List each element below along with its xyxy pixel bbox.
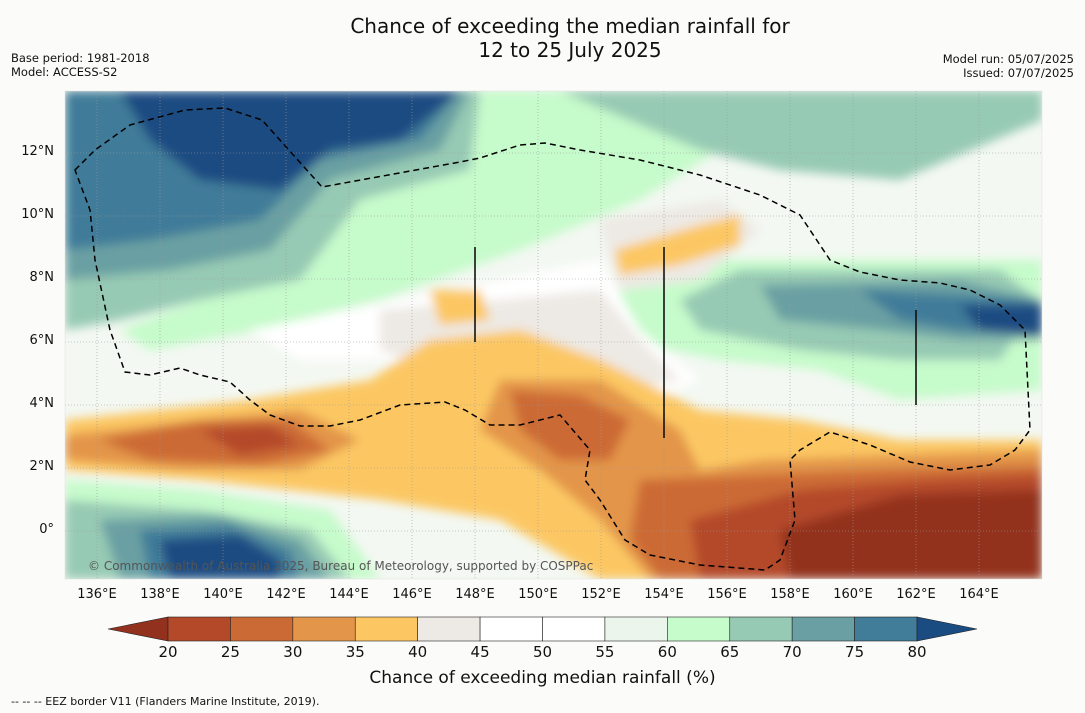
colorbar-cell bbox=[854, 616, 918, 642]
colorbar-tick: 30 bbox=[283, 643, 303, 661]
colorbar-cell bbox=[167, 616, 231, 642]
lat-label: 8°N bbox=[29, 270, 55, 285]
colorbar-extend-high bbox=[916, 616, 978, 642]
lat-label: 2°N bbox=[29, 459, 55, 474]
lon-label: 160°E bbox=[833, 587, 873, 602]
colorbar-cell bbox=[230, 616, 294, 642]
colorbar-tick: 70 bbox=[782, 643, 802, 661]
lon-label: 148°E bbox=[455, 587, 495, 602]
title-line-2: 12 to 25 July 2025 bbox=[478, 38, 662, 62]
lon-label: 140°E bbox=[203, 587, 243, 602]
colorbar-cell bbox=[354, 616, 418, 642]
map-frame bbox=[64, 90, 1043, 580]
colorbar-tick: 50 bbox=[532, 643, 553, 661]
lat-label: 6°N bbox=[29, 333, 55, 348]
lon-label: 136°E bbox=[77, 587, 117, 602]
lat-label: 4°N bbox=[29, 396, 55, 411]
run-info: Model run: 05/07/2025 Issued: 07/07/2025 bbox=[943, 52, 1074, 80]
model-name: Model: ACCESS-S2 bbox=[11, 65, 118, 79]
lat-label: 12°N bbox=[21, 144, 54, 159]
model-run: Model run: 05/07/2025 bbox=[942, 52, 1074, 66]
colorbar-tick: 45 bbox=[470, 643, 490, 661]
eez-border bbox=[74, 107, 1031, 571]
colorbar-tick: 55 bbox=[595, 643, 615, 661]
colorbar-cell bbox=[791, 616, 855, 642]
colorbar-tick: 40 bbox=[408, 643, 428, 661]
colorbar-tick: 25 bbox=[220, 643, 240, 661]
graticule bbox=[65, 91, 1042, 579]
lon-label: 150°E bbox=[518, 587, 558, 602]
lon-label: 152°E bbox=[581, 587, 621, 602]
lon-label: 154°E bbox=[644, 587, 684, 602]
colorbar-tick: 65 bbox=[720, 643, 740, 661]
lon-label: 146°E bbox=[392, 587, 432, 602]
lon-label: 156°E bbox=[707, 587, 747, 602]
colorbar-cell bbox=[604, 616, 668, 642]
lat-label: 0° bbox=[39, 522, 54, 537]
base-period: Base period: 1981-2018 bbox=[11, 51, 150, 65]
map-field: © Commonwealth of Australia 2025, Bureau… bbox=[65, 91, 1042, 579]
colorbar-cell bbox=[292, 616, 356, 642]
colorbar-extend-low bbox=[107, 616, 169, 642]
lon-label: 164°E bbox=[959, 587, 999, 602]
colorbar-cell bbox=[479, 616, 543, 642]
chart-title: Chance of exceeding the median rainfall … bbox=[0, 14, 1085, 62]
colorbar-cells bbox=[107, 616, 978, 642]
colorbar-tick: 80 bbox=[907, 643, 927, 661]
lon-label: 144°E bbox=[329, 587, 369, 602]
lon-label: 142°E bbox=[266, 587, 306, 602]
copyright-text: © Commonwealth of Australia 2025, Bureau… bbox=[88, 559, 593, 573]
colorbar-cell bbox=[542, 616, 606, 642]
eez-segments bbox=[474, 247, 917, 438]
colorbar-tick: 75 bbox=[845, 643, 865, 661]
lat-label: 10°N bbox=[21, 207, 54, 222]
colorbar-label: Chance of exceeding median rainfall (%) bbox=[369, 668, 716, 688]
lon-label: 162°E bbox=[896, 587, 936, 602]
colorbar-cell bbox=[729, 616, 793, 642]
issued-date: Issued: 07/07/2025 bbox=[963, 66, 1074, 80]
lon-label: 138°E bbox=[140, 587, 180, 602]
colorbar-tick: 60 bbox=[657, 643, 677, 661]
eez-footnote: -- -- -- EEZ border V11 (Flanders Marine… bbox=[11, 695, 320, 708]
probability-field bbox=[65, 91, 1042, 579]
model-info: Base period: 1981-2018 Model: ACCESS-S2 bbox=[11, 51, 150, 79]
colorbar-tick: 35 bbox=[345, 643, 365, 661]
title-line-1: Chance of exceeding the median rainfall … bbox=[350, 14, 790, 38]
colorbar-cell bbox=[417, 616, 481, 642]
colorbar-cell bbox=[667, 616, 731, 642]
lon-label: 158°E bbox=[770, 587, 810, 602]
colorbar-tick: 20 bbox=[158, 643, 178, 661]
